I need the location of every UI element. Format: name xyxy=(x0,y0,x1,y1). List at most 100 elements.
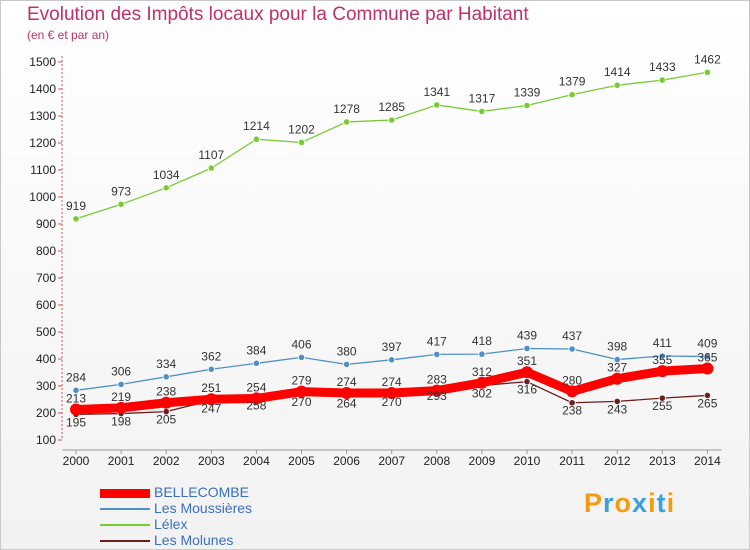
lelex-point xyxy=(523,101,531,110)
y-tick-label: 1200 xyxy=(29,136,56,150)
lelex-point xyxy=(703,68,712,76)
x-tick-label: 2007 xyxy=(378,454,405,468)
les-moussieres-data-label: 362 xyxy=(201,349,221,363)
bellecombe-point xyxy=(205,393,218,406)
les-molunes-data-label: 258 xyxy=(246,398,266,412)
bellecombe-point xyxy=(656,365,669,378)
lelex-data-label: 1107 xyxy=(198,148,224,162)
bellecombe-data-label: 274 xyxy=(382,375,402,389)
lelex-line xyxy=(75,71,709,220)
logo-letter: P xyxy=(584,488,604,518)
bellecombe-point xyxy=(70,403,82,416)
x-tick-label: 2000 xyxy=(63,454,90,468)
les-molunes-data-label: 316 xyxy=(517,383,537,397)
bellecombe-data-label: 238 xyxy=(156,385,176,399)
lelex-data-label: 1034 xyxy=(153,168,180,182)
bellecombe-data-label: 351 xyxy=(517,354,537,368)
bellecombe-data-label: 280 xyxy=(562,373,582,387)
lelex-data-label: 1462 xyxy=(694,52,721,66)
les-molunes-point xyxy=(523,378,531,386)
lelex-point xyxy=(342,118,351,126)
x-tick-label: 2001 xyxy=(108,454,135,468)
les-moussieres-point xyxy=(613,355,621,364)
bellecombe-point xyxy=(701,362,714,375)
x-tick-label: 2013 xyxy=(649,454,676,468)
legend-label-les-molunes: Les Molunes xyxy=(154,532,234,548)
lelex-data-label: 1317 xyxy=(469,91,496,105)
bellecombe-point xyxy=(430,384,443,397)
y-tick-label: 800 xyxy=(36,244,56,258)
les-molunes-point xyxy=(613,397,621,405)
x-tick-label: 2014 xyxy=(694,454,721,468)
les-molunes-point xyxy=(568,399,576,407)
x-tick-label: 2011 xyxy=(559,454,585,468)
les-moussieres-data-label: 306 xyxy=(111,364,131,378)
les-molunes-data-label: 270 xyxy=(382,395,402,409)
bellecombe-point xyxy=(475,376,488,389)
lelex-point xyxy=(297,138,306,147)
les-moussieres-data-label: 406 xyxy=(291,337,311,351)
les-moussieres-data-label: 437 xyxy=(562,329,582,343)
lelex-point xyxy=(117,200,125,208)
les-moussieres-data-label: 384 xyxy=(246,343,266,357)
legend-swatch-bellecombe xyxy=(100,488,150,498)
x-tick-label: 2004 xyxy=(243,454,270,468)
legend-swatch-lelex xyxy=(100,524,150,526)
les-moussieres-point xyxy=(478,350,486,358)
les-moussieres-data-label: 397 xyxy=(382,340,402,354)
y-tick-label: 1500 xyxy=(29,55,56,69)
lelex-point xyxy=(478,107,486,116)
les-moussieres-data-label: 411 xyxy=(653,336,672,350)
x-tick-label: 2006 xyxy=(333,454,360,468)
x-tick-label: 2003 xyxy=(198,454,225,468)
les-moussieres-point xyxy=(117,380,125,388)
bellecombe-data-label: 327 xyxy=(607,361,627,375)
lelex-data-label: 1433 xyxy=(649,60,676,74)
logo-letter: r xyxy=(603,488,615,518)
les-molunes-point xyxy=(703,391,712,400)
logo-letter: t xyxy=(656,488,667,518)
les-moussieres-data-label: 398 xyxy=(607,340,627,354)
lelex-data-label: 1202 xyxy=(288,122,315,136)
bellecombe-data-label: 251 xyxy=(201,381,221,395)
bellecombe-data-label: 355 xyxy=(652,353,672,367)
lelex-data-label: 973 xyxy=(111,184,131,198)
lelex-point xyxy=(433,101,441,109)
y-tick-label: 200 xyxy=(36,406,56,420)
les-molunes-data-label: 243 xyxy=(607,402,627,416)
x-tick-label: 2010 xyxy=(514,454,541,468)
les-moussieres-point xyxy=(162,373,170,381)
y-tick-label: 1100 xyxy=(30,163,56,177)
lelex-data-label: 919 xyxy=(66,199,86,213)
les-moussieres-point xyxy=(252,359,260,367)
logo-letter: i xyxy=(648,488,657,518)
bellecombe-point xyxy=(115,401,128,414)
lelex-data-label: 1339 xyxy=(514,85,541,99)
bellecombe-point xyxy=(566,385,579,398)
chart-subtitle: (en € et par an) xyxy=(27,28,110,42)
les-molunes-data-label: 195 xyxy=(66,415,86,429)
lelex-point xyxy=(72,215,80,223)
les-moussieres-point xyxy=(342,360,351,368)
legend-label-bellecombe: BELLECOMBE xyxy=(154,484,249,500)
bellecombe-data-label: 365 xyxy=(697,350,717,364)
les-moussieres-point xyxy=(207,365,215,373)
les-moussieres-data-label: 380 xyxy=(337,344,357,358)
bellecombe-data-label: 279 xyxy=(291,374,311,388)
les-molunes-data-label: 265 xyxy=(697,396,717,410)
les-moussieres-point xyxy=(388,356,396,364)
les-moussieres-point xyxy=(703,352,712,361)
les-moussieres-data-label: 409 xyxy=(697,337,717,351)
bellecombe-data-label: 254 xyxy=(246,380,266,394)
lelex-data-label: 1379 xyxy=(559,75,586,89)
chart-title: Evolution des Impôts locaux pour la Comm… xyxy=(27,4,529,25)
les-moussieres-data-label: 418 xyxy=(472,334,492,348)
lelex-point xyxy=(252,135,260,143)
y-tick-label: 300 xyxy=(36,379,56,393)
y-tick-label: 1400 xyxy=(29,82,56,96)
bellecombe-point xyxy=(250,392,263,405)
lelex-point xyxy=(162,184,170,192)
y-tick-label: 900 xyxy=(36,217,56,231)
les-molunes-data-label: 205 xyxy=(156,413,176,427)
